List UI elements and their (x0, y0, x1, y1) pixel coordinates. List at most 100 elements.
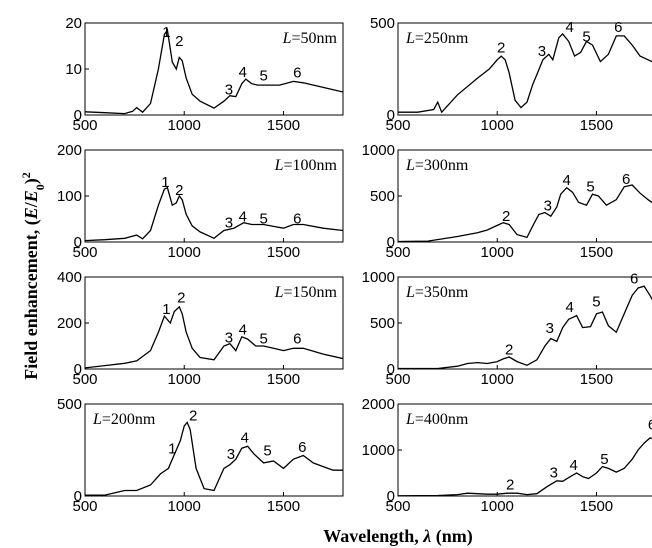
x-tick-label: 1500 (267, 117, 300, 134)
x-tick-label: 500 (385, 244, 410, 261)
series-line (398, 33, 652, 114)
y-tick-label: 1000 (362, 269, 395, 286)
panel-label: L=400nm (405, 411, 469, 428)
peak-label: 4 (569, 457, 577, 474)
x-tick-label: 1500 (580, 117, 613, 134)
x-tick-label: 1500 (580, 371, 613, 388)
y-tick-label: 0 (387, 234, 395, 251)
peak-label: 2 (505, 341, 513, 358)
peak-label: 5 (259, 211, 267, 228)
panel-8: 0 1000 2000 500 1000 1500 2 34 5 6 L=400nm (362, 396, 652, 515)
peak-label: 1 (161, 174, 169, 191)
peak-label: 1 (162, 24, 170, 41)
x-tick-label: 1500 (267, 498, 300, 515)
x-tick-label: 1000 (168, 244, 201, 261)
series-line (398, 285, 652, 369)
y-tick-label: 400 (57, 269, 82, 286)
peak-label: 2 (506, 477, 514, 494)
panel-label: L=100nm (274, 157, 338, 174)
x-tick-label: 1500 (267, 371, 300, 388)
panel-label: L=150nm (274, 284, 338, 301)
y-tick-label: 100 (57, 188, 82, 205)
peak-label: 6 (298, 439, 306, 456)
peak-label: 4 (563, 172, 571, 189)
y-tick-label: 10 (65, 61, 82, 78)
peak-label: 1 (162, 301, 170, 318)
peak-label: 5 (263, 443, 271, 460)
x-tick-label: 1000 (481, 117, 514, 134)
panel-label: L=300nm (405, 157, 469, 174)
y-tick-label: 0 (74, 234, 82, 251)
series-line (85, 305, 343, 369)
panel-5: 0 200 400 500 1000 1500 12 3 45 6 L=150nm (57, 269, 344, 388)
y-tick-label: 500 (370, 15, 395, 32)
y-tick-label: 0 (74, 361, 82, 378)
x-tick-label: 1000 (168, 117, 201, 134)
y-tick-label: 200 (57, 315, 82, 332)
panel-3: 0 100 200 500 1000 1500 1 2 3 4 5 6 L=100nm (57, 142, 344, 261)
series-line (398, 437, 652, 496)
y-tick-label: 500 (370, 188, 395, 205)
peak-label: 5 (600, 451, 608, 468)
x-axis-title: Wavelength, λ (nm) (323, 526, 473, 547)
y-axis-title: Field enhancement, (E/E0)2 (19, 172, 47, 380)
series-line (85, 421, 343, 496)
peak-label: 4 (241, 430, 249, 447)
peak-label: 3 (546, 320, 554, 337)
peak-label: 4 (239, 322, 247, 339)
y-tick-label: 20 (65, 15, 82, 32)
panel-1: 0 10 20 500 1000 1500 12 34 5 6 L=50nm (65, 15, 344, 134)
peak-label: 3 (225, 214, 233, 231)
peak-label: 2 (177, 289, 185, 306)
series-line (85, 186, 343, 242)
peak-label: 5 (592, 293, 600, 310)
peak-label: 6 (293, 331, 301, 348)
peak-label: 3 (544, 198, 552, 215)
peak-label: 3 (227, 446, 235, 463)
x-tick-label: 1500 (580, 244, 613, 261)
x-tick-label: 1000 (168, 498, 201, 515)
peak-label: 4 (239, 64, 247, 81)
x-tick-label: 500 (385, 498, 410, 515)
peak-label: 3 (538, 43, 546, 60)
y-tick-label: 0 (387, 361, 395, 378)
y-tick-label: 200 (57, 142, 82, 159)
peak-label: 4 (565, 19, 573, 36)
x-tick-label: 500 (385, 117, 410, 134)
peak-label: 6 (293, 65, 301, 82)
y-tick-label: 500 (57, 396, 82, 413)
plot-frame (397, 22, 652, 116)
peak-label: 6 (293, 211, 301, 228)
peak-label: 6 (622, 171, 630, 188)
peak-label: 2 (189, 408, 197, 425)
x-tick-label: 500 (72, 371, 97, 388)
y-tick-label: 0 (74, 488, 82, 505)
peak-label: 1 (168, 441, 176, 458)
y-tick-label: 1000 (362, 142, 395, 159)
peak-label: 3 (225, 81, 233, 98)
x-tick-label: 500 (72, 117, 97, 134)
y-tick-label: 500 (370, 315, 395, 332)
panel-label: L=50nm (282, 30, 338, 47)
peak-label: 4 (565, 299, 573, 316)
y-tick-label: 0 (387, 107, 395, 124)
panel-label: L=250nm (405, 30, 469, 47)
peak-label: 5 (259, 331, 267, 348)
peak-label: 2 (502, 208, 510, 225)
x-tick-label: 1000 (481, 244, 514, 261)
peak-label: 6 (648, 416, 652, 433)
x-tick-label: 1000 (481, 498, 514, 515)
series-line (398, 184, 652, 242)
y-tick-label: 1000 (362, 442, 395, 459)
peak-label: 2 (175, 182, 183, 199)
series-line (85, 28, 343, 115)
x-tick-label: 1000 (481, 371, 514, 388)
peak-label: 6 (614, 19, 622, 36)
x-tick-label: 500 (385, 371, 410, 388)
peak-label: 2 (175, 33, 183, 50)
x-tick-label: 1000 (168, 371, 201, 388)
